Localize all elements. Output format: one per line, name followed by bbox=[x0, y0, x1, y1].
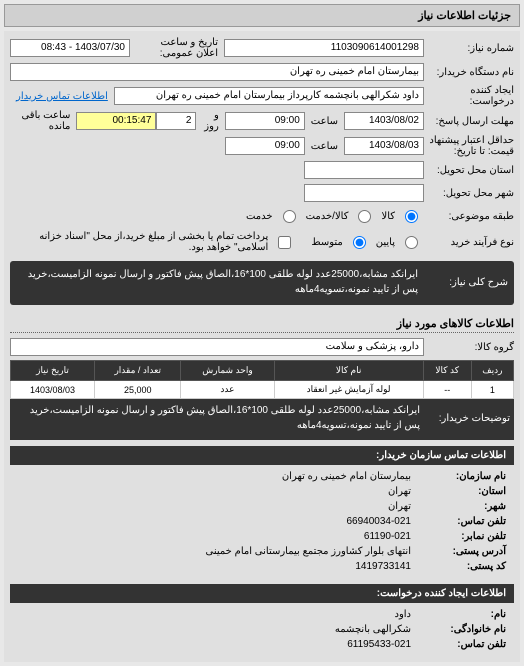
validity-date-field: 1403/08/03 bbox=[344, 137, 424, 155]
cr-name-value: داود bbox=[394, 609, 411, 620]
col-row: ردیف bbox=[471, 361, 513, 381]
page-title: جزئیات اطلاعات نیاز bbox=[418, 10, 511, 22]
cell-name: لوله آزمایش غیر انعقاد bbox=[274, 381, 423, 399]
col-qty: تعداد / مقدار bbox=[95, 361, 181, 381]
deadline-label: مهلت ارسال پاسخ: bbox=[424, 116, 514, 127]
c-address-label: آدرس پستی: bbox=[411, 546, 506, 557]
desc-text: ایرانکد مشابه،25000عدد لوله طلقی 100*16،… bbox=[16, 267, 418, 297]
group-label: گروه کالا: bbox=[424, 342, 514, 353]
radio-goods-label: کالا bbox=[377, 211, 399, 222]
cell-unit: عدد bbox=[181, 381, 274, 399]
datetime-label: تاریخ و ساعت اعلان عمومی: bbox=[130, 37, 224, 59]
radio-proc-low[interactable] bbox=[405, 236, 418, 249]
radio-proc-mid[interactable] bbox=[353, 236, 366, 249]
c-fax-value: 61190-021 bbox=[364, 531, 411, 542]
notes-text: ایرانکد مشابه،25000عدد لوله طلقی 100*16،… bbox=[14, 403, 420, 433]
group-field: دارو، پزشکی و سلامت bbox=[10, 338, 424, 356]
deadline-date-field: 1403/08/02 bbox=[344, 112, 424, 130]
description-box: شرح کلی نیاز: ایرانکد مشابه،25000عدد لول… bbox=[10, 261, 514, 305]
radio-service[interactable] bbox=[358, 210, 371, 223]
cr-family-label: نام خانوادگی: bbox=[411, 624, 506, 635]
days-label: و روز bbox=[196, 110, 224, 132]
validity-time-field: 09:00 bbox=[225, 137, 305, 155]
time-label-2: ساعت bbox=[305, 141, 344, 152]
proc-note-label: پرداخت تمام یا بخشی از مبلغ خرید،از محل … bbox=[10, 231, 272, 253]
contact-header: اطلاعات تماس سازمان خریدار: bbox=[10, 446, 514, 465]
province-label: استان محل تحویل: bbox=[424, 165, 514, 176]
requester-field: داود شکرالهی بانچشمه کارپرداز بیمارستان … bbox=[114, 87, 424, 105]
c-city-label: شهر: bbox=[411, 501, 506, 512]
buyer-org-label: نام دستگاه خریدار: bbox=[424, 67, 514, 78]
cr-phone-label: تلفن تماس: bbox=[411, 639, 506, 650]
validity-label: حداقل اعتبار پیشنهاد قیمت: تا تاریخ: bbox=[424, 135, 514, 157]
col-unit: واحد شمارش bbox=[181, 361, 274, 381]
remaining-field: 00:15:47 bbox=[76, 112, 156, 130]
radio-service-label: کالا/خدمت bbox=[302, 211, 353, 222]
c-phone-label: تلفن تماس: bbox=[411, 516, 506, 527]
commodity-type-label: طبقه موضوعی: bbox=[424, 211, 514, 222]
form-section: شماره نیاز: 1103090614001298 تاریخ و ساع… bbox=[4, 31, 520, 662]
goods-table: ردیف کد کالا نام کالا واحد شمارش تعداد /… bbox=[10, 360, 514, 399]
cell-idx: 1 bbox=[471, 381, 513, 399]
org-name-label: نام سازمان: bbox=[411, 471, 506, 482]
col-code: کد کالا bbox=[423, 361, 471, 381]
cell-date: 1403/08/03 bbox=[11, 381, 95, 399]
c-postal-value: 1419733141 bbox=[355, 561, 411, 572]
radio-proc-low-label: پایین bbox=[372, 237, 399, 248]
checkbox-treasury[interactable] bbox=[278, 236, 291, 249]
org-name-value: بیمارستان امام خمینی ره تهران bbox=[282, 471, 411, 482]
c-fax-label: تلفن نمابر: bbox=[411, 531, 506, 542]
radio-mixed[interactable] bbox=[283, 210, 296, 223]
goods-section-title: اطلاعات کالاهای مورد نیاز bbox=[10, 311, 514, 333]
process-label: نوع فرآیند خرید bbox=[424, 237, 514, 248]
time-label-1: ساعت bbox=[305, 116, 344, 127]
city-field bbox=[304, 184, 424, 202]
contact-section: نام سازمان: بیمارستان امام خمینی ره تهرا… bbox=[10, 465, 514, 578]
contact-link[interactable]: اطلاعات تماس خریدار bbox=[10, 91, 114, 102]
days-field: 2 bbox=[156, 112, 196, 130]
c-province-value: تهران bbox=[388, 486, 411, 497]
requester-label: ایجاد کننده درخواست: bbox=[424, 85, 514, 107]
remaining-label: ساعت باقی مانده bbox=[10, 110, 76, 132]
cr-family-value: شکرالهی بانچشمه bbox=[335, 624, 411, 635]
province-field bbox=[304, 161, 424, 179]
notes-label: توضیحات خریدار: bbox=[420, 413, 510, 424]
buyer-org-field: بیمارستان امام خمینی ره تهران bbox=[10, 63, 424, 81]
page-header: جزئیات اطلاعات نیاز bbox=[4, 4, 520, 27]
need-no-label: شماره نیاز: bbox=[424, 43, 514, 54]
need-no-field: 1103090614001298 bbox=[224, 39, 424, 57]
c-postal-label: کد پستی: bbox=[411, 561, 506, 572]
col-name: نام کالا bbox=[274, 361, 423, 381]
desc-label: شرح کلی نیاز: bbox=[418, 277, 508, 288]
radio-mixed-label: خدمت bbox=[242, 211, 277, 222]
c-province-label: استان: bbox=[411, 486, 506, 497]
radio-proc-mid-label: متوسط bbox=[307, 237, 346, 248]
cell-qty: 25,000 bbox=[95, 381, 181, 399]
cr-phone-value: 61195433-021 bbox=[347, 639, 411, 650]
table-row: 1 -- لوله آزمایش غیر انعقاد عدد 25,000 1… bbox=[11, 381, 514, 399]
city-label: شهر محل تحویل: bbox=[424, 188, 514, 199]
buyer-notes-box: توضیحات خریدار: ایرانکد مشابه،25000عدد ل… bbox=[10, 399, 514, 440]
cell-code: -- bbox=[423, 381, 471, 399]
deadline-time-field: 09:00 bbox=[225, 112, 305, 130]
radio-goods[interactable] bbox=[405, 210, 418, 223]
datetime-field: 1403/07/30 - 08:43 bbox=[10, 39, 130, 57]
creator-section: نام: داود نام خانوادگی: شکرالهی بانچشمه … bbox=[10, 603, 514, 656]
creator-header: اطلاعات ایجاد کننده درخواست: bbox=[10, 584, 514, 603]
c-city-value: تهران bbox=[388, 501, 411, 512]
col-date: تاریخ نیاز bbox=[11, 361, 95, 381]
cr-name-label: نام: bbox=[411, 609, 506, 620]
c-phone-value: 66940034-021 bbox=[346, 516, 411, 527]
c-address-value: انتهای بلوار کشاورز مجتمع بیمارستانی اما… bbox=[206, 546, 411, 557]
